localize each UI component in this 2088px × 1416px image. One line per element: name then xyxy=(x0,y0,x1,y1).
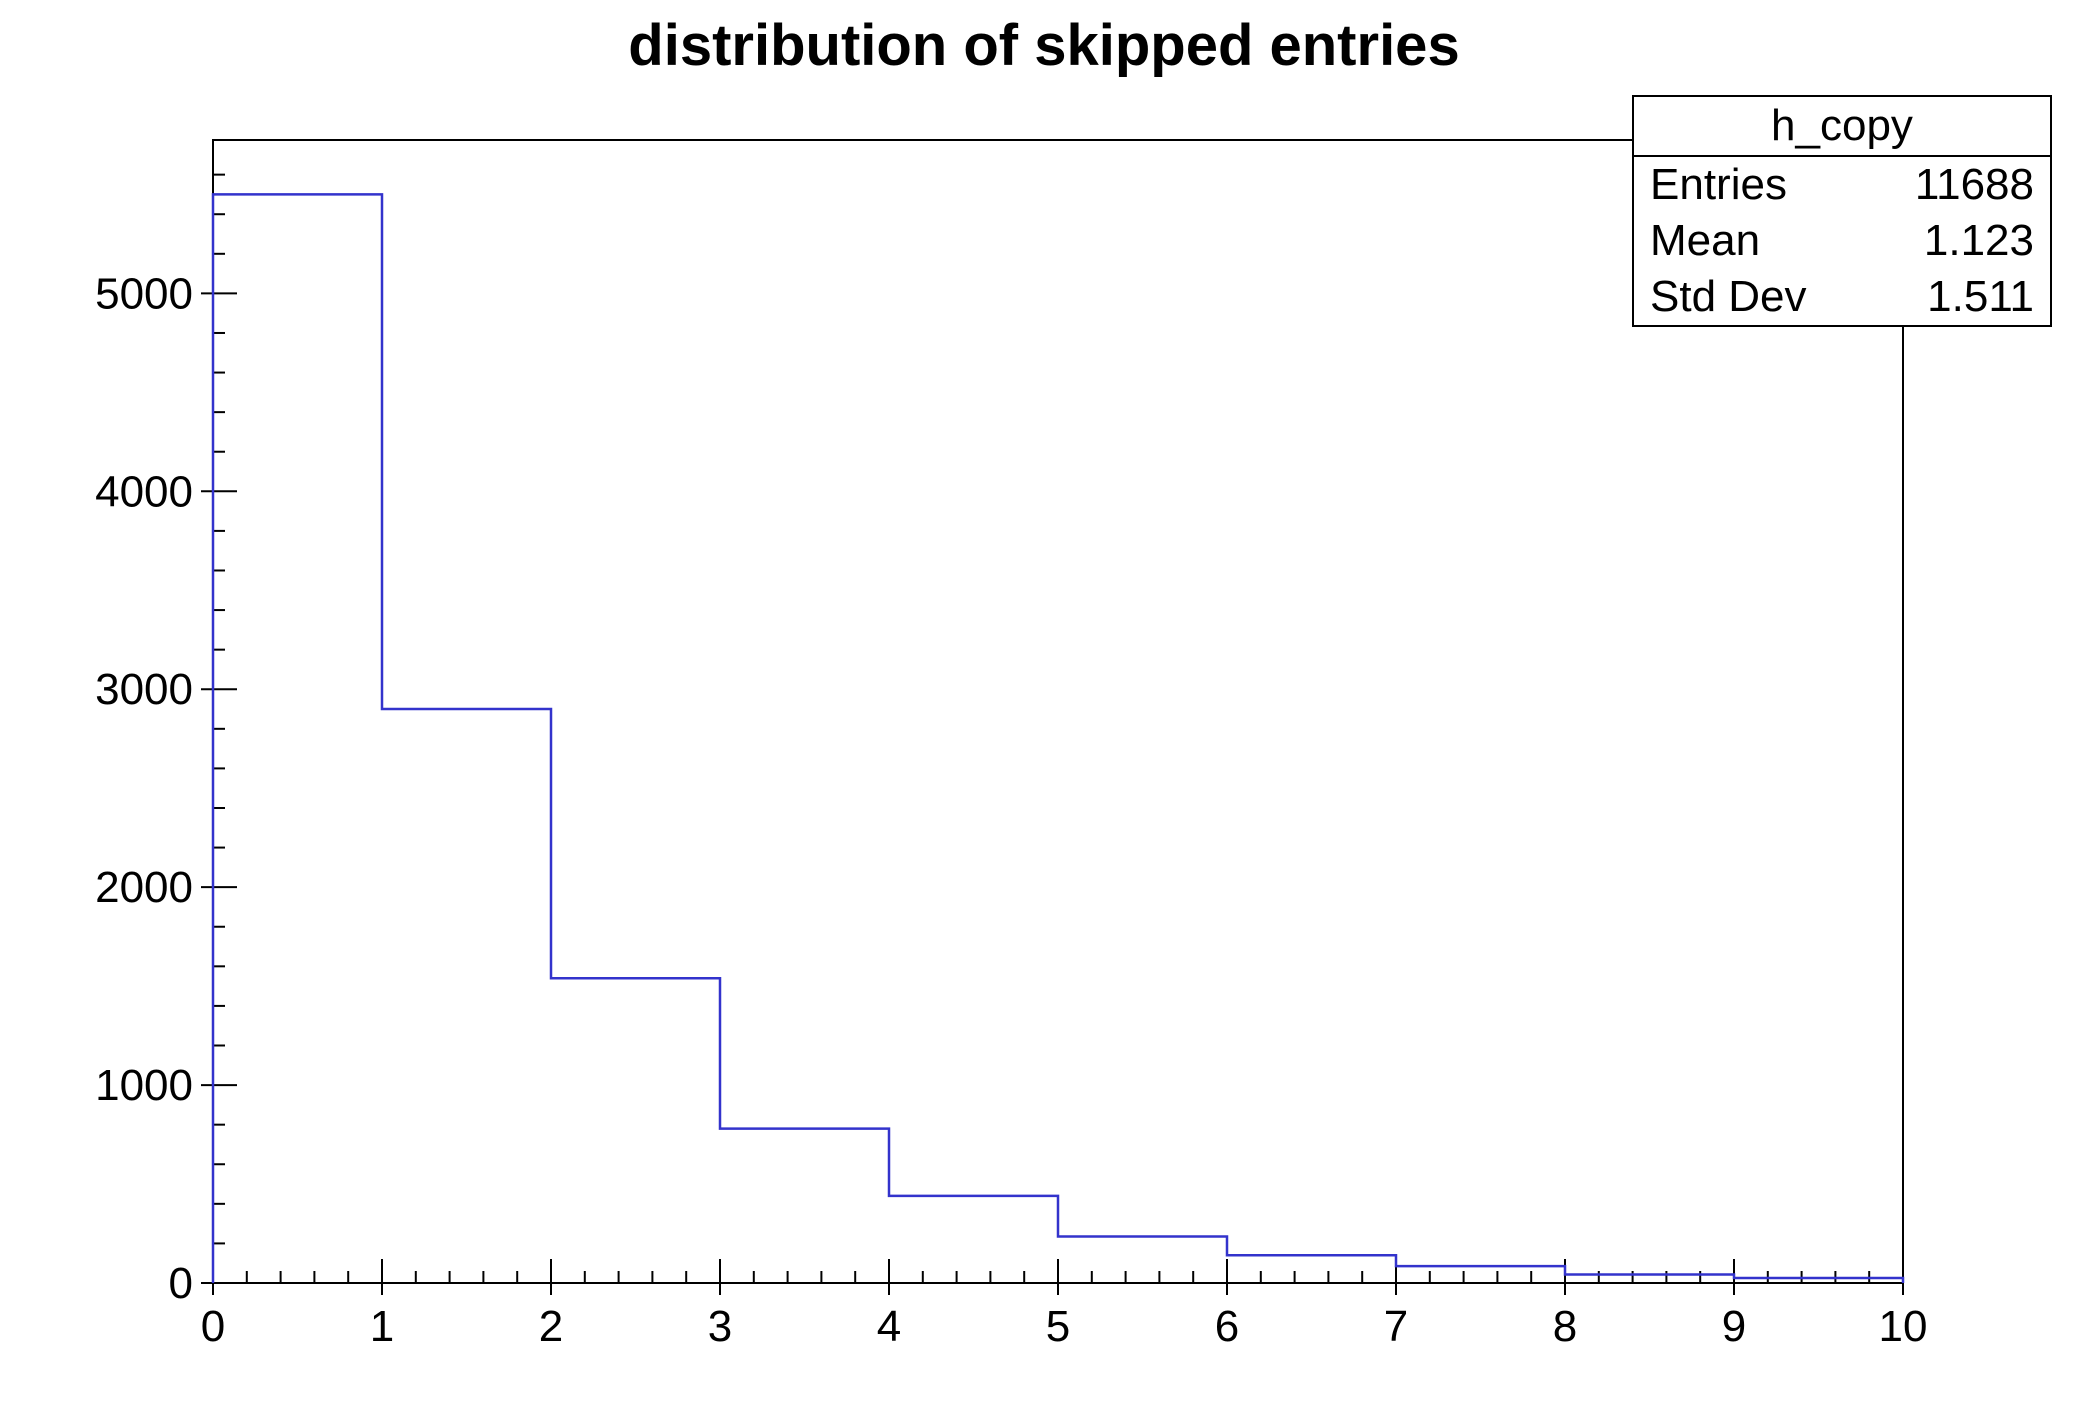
stats-value-stddev: 1.511 xyxy=(1927,272,2034,321)
stats-value-mean: 1.123 xyxy=(1923,216,2034,265)
histogram-step-line xyxy=(211,193,1905,1283)
x-tick-label: 3 xyxy=(708,1302,732,1351)
x-tick-label: 7 xyxy=(1384,1302,1408,1351)
y-tick-label: 0 xyxy=(169,1259,193,1308)
y-tick-label: 1000 xyxy=(95,1061,193,1110)
y-tick-label: 2000 xyxy=(95,863,193,912)
x-tick-label: 9 xyxy=(1722,1302,1746,1351)
x-tick-label: 0 xyxy=(201,1302,225,1351)
y-tick-label: 4000 xyxy=(95,467,193,516)
stats-label-entries: Entries xyxy=(1650,160,1787,209)
stats-row-entries: Entries 11688 xyxy=(1634,157,2050,213)
x-tick-label: 2 xyxy=(539,1302,563,1351)
stats-label-stddev: Std Dev xyxy=(1650,272,1807,321)
x-tick-label: 6 xyxy=(1215,1302,1239,1351)
x-tick-label: 10 xyxy=(1879,1302,1928,1351)
x-tick-label: 8 xyxy=(1553,1302,1577,1351)
stats-box-title: h_copy xyxy=(1634,97,2050,157)
stats-box: h_copy Entries 11688 Mean 1.123 Std Dev … xyxy=(1632,95,2052,327)
stats-row-mean: Mean 1.123 xyxy=(1634,213,2050,269)
x-tick-label: 1 xyxy=(370,1302,394,1351)
x-tick-label: 5 xyxy=(1046,1302,1070,1351)
y-tick-label: 5000 xyxy=(95,269,193,318)
y-tick-label: 3000 xyxy=(95,665,193,714)
x-tick-label: 4 xyxy=(877,1302,901,1351)
stats-value-entries: 11688 xyxy=(1914,160,2034,209)
chart-title: distribution of skipped entries xyxy=(628,13,1460,78)
stats-row-stddev: Std Dev 1.511 xyxy=(1634,269,2050,325)
stats-label-mean: Mean xyxy=(1650,216,1761,265)
